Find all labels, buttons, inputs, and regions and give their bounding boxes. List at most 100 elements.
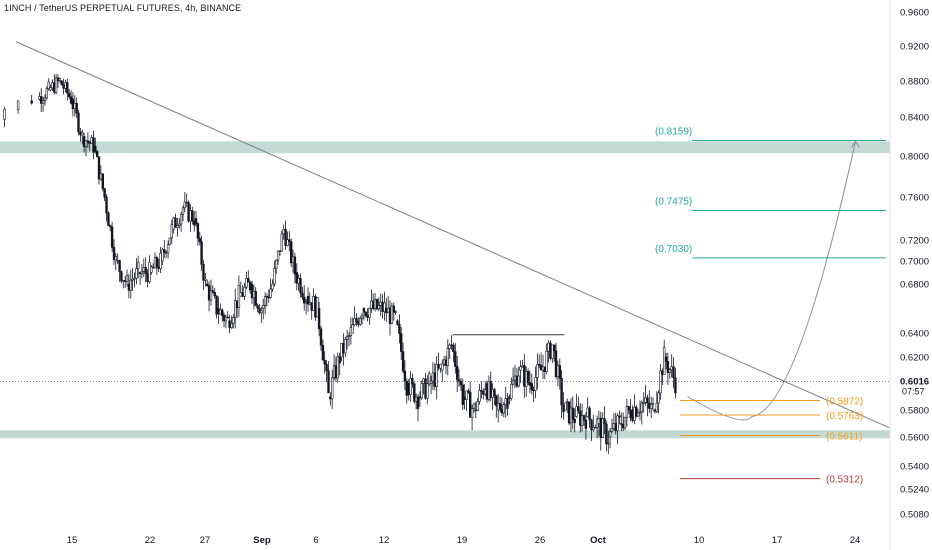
candle-body [536,363,539,378]
candle-body [620,423,623,425]
candle-body [345,336,349,340]
time-tick: 22 [145,535,156,546]
candle-body [664,356,668,362]
price-axis: 0.9600 0.9200 0.8800 0.8400 0.8000 0.7600 0.72… [900,8,929,521]
candle-body [502,404,505,414]
candle-body [340,342,343,358]
candle-body [413,383,416,402]
candle-body [161,249,164,262]
candle-body [659,370,662,394]
candle-body [401,351,405,372]
candle-body [448,344,451,349]
time-tick: 10 [694,535,705,546]
candle-body [308,302,311,305]
candle-body [580,415,584,426]
candle-body [207,285,211,301]
candle-body [394,311,397,313]
levels-layer: (0.8159) (0.7475) (0.7030) (0.5872) (0.5763)… [655,126,886,486]
candle-body [155,257,159,268]
candle-body [355,318,358,322]
candle-body [58,78,62,82]
candle-body [68,92,71,98]
candle-body [120,271,123,282]
candle-body [118,260,121,272]
price-tick: 0.5800 [900,406,929,417]
candle-body [390,305,394,324]
candle-body [297,277,300,284]
candle-body [371,300,375,309]
candle-body [329,396,332,400]
candle-body [107,212,110,226]
candle-body [219,309,222,315]
candle-body [385,308,388,314]
candle-body [648,402,651,409]
candle-body [510,383,513,399]
candle-body [461,384,464,405]
candle-body [269,288,272,298]
candle-body [306,295,310,305]
candle-body [368,307,371,318]
price-tick: 0.6200 [900,353,929,364]
candle-body [153,257,157,269]
candle-body [528,381,532,386]
candle-body [463,396,466,400]
zone-2 [0,430,890,439]
candle-body [506,398,509,409]
candle-body [90,137,93,144]
price-tick: 0.6800 [900,280,929,291]
price-tick: 0.9600 [900,8,929,19]
candle-body [60,80,63,86]
candle-body [77,112,80,133]
price-tick: 0.7000 [900,257,929,268]
candle-body [493,389,496,396]
candle-body [558,365,562,379]
zone-1 [0,141,890,154]
candle-body [625,406,629,418]
candle-body [116,260,119,262]
candle-body [88,141,91,144]
level-label: (0.5872) [826,396,863,407]
candle-body [330,376,334,400]
candle-body [584,419,588,429]
time-tick: 12 [379,535,390,546]
chart-title: 1INCH / TetherUS PERPETUAL FUTURES, 4h, … [4,3,242,13]
candle-body [491,389,494,398]
price-tick: 0.6400 [900,329,929,340]
candle-body [159,253,162,269]
candle-body [556,365,560,377]
candle-body [196,223,200,239]
candle-body [610,428,614,432]
candle-body [668,369,672,373]
level-label: (0.5763) [826,411,863,422]
candle-body [62,84,65,89]
drawing-overlay [15,41,890,429]
countdown: 07:57 [902,386,925,396]
candle-body [148,261,151,282]
candle-body [86,140,90,143]
candle-body [321,344,325,361]
candle-body [41,100,45,104]
candle-body [301,292,304,298]
candle-body [247,278,250,283]
candle-body [496,403,500,411]
candle-body [140,271,144,275]
candle-body [56,77,60,82]
candle-body [631,409,634,421]
candle-body [500,408,504,414]
candle-body [166,244,170,254]
price-tick: 0.5400 [900,462,929,473]
time-tick: 26 [535,535,546,546]
candle-body [319,328,323,346]
candle-body [81,132,84,136]
candle-body [403,370,407,382]
candle-body [256,304,259,309]
candle-body [433,372,436,387]
candle-body [437,364,440,369]
candle-body [39,96,43,104]
candle-body [405,380,408,396]
candle-body [302,296,306,304]
time-tick: 24 [850,535,861,546]
candle-body [30,100,33,104]
candle-body [429,380,433,384]
